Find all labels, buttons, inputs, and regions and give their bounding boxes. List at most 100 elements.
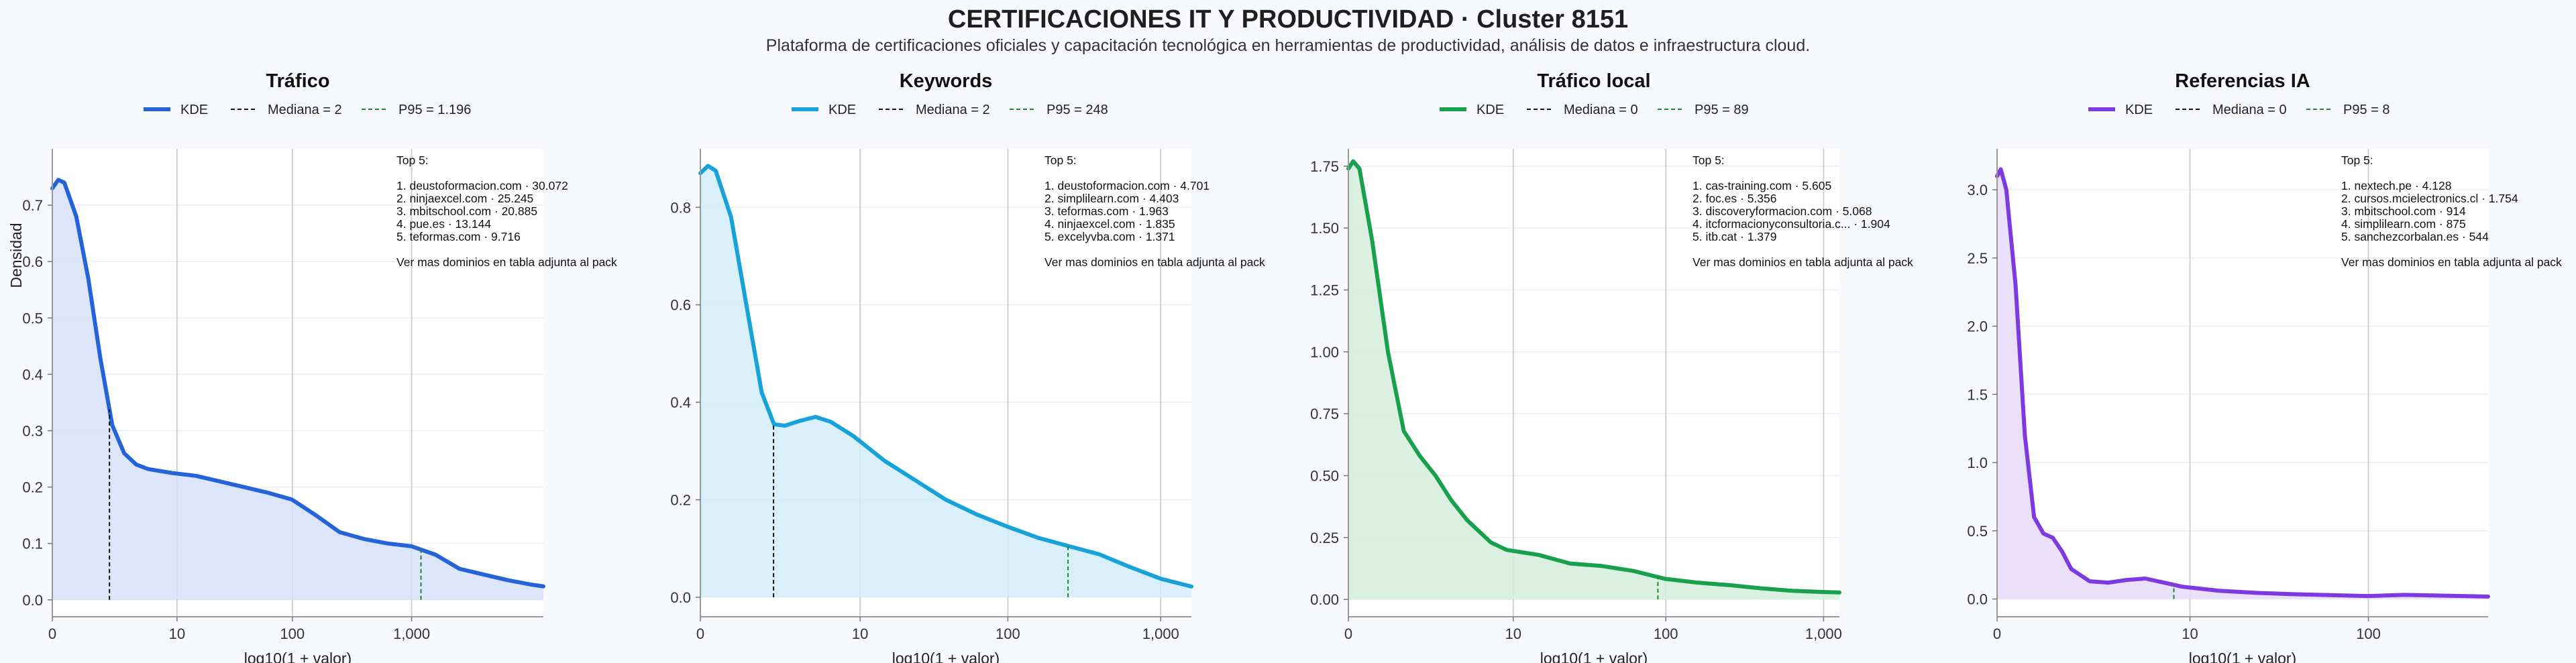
annotation-line: 5. excelyvba.com · 1.371 xyxy=(1044,230,1175,243)
y-tick-label: 0.2 xyxy=(670,492,691,509)
legend-median-label: Mediana = 0 xyxy=(1564,103,1638,117)
y-tick-label: 0.25 xyxy=(1310,530,1339,546)
kde-area xyxy=(52,180,543,600)
chart-panel-3: 0.00 0.25 0.50 0.75 1.00 1.25 1.50 1.75 0 10 100 1,… xyxy=(1310,70,1913,663)
chart-panel-4: 0.0 0.5 1.0 1.5 2.0 2.5 3.0 0 10 100 log10(1 + val… xyxy=(1967,70,2562,663)
y-tick-label: 0.3 xyxy=(22,422,43,439)
legend-p95-label: P95 = 1.196 xyxy=(398,103,471,117)
y-tick-label: 2.5 xyxy=(1967,250,1988,267)
y-tick-label: 0.0 xyxy=(22,592,43,609)
annotation-line: Top 5: xyxy=(1693,154,1725,167)
annotation-line: 1. deustoformacion.com · 30.072 xyxy=(396,179,568,192)
y-tick-label: 0.0 xyxy=(1967,591,1988,608)
annotation-line: Top 5: xyxy=(1044,154,1077,167)
y-tick-label: 1.00 xyxy=(1310,344,1339,361)
annotation-line: Ver mas dominios en tabla adjunta al pac… xyxy=(2341,255,2562,269)
y-tick-label: 0.6 xyxy=(670,297,691,314)
page-title: CERTIFICACIONES IT Y PRODUCTIVIDAD · Clu… xyxy=(947,5,1629,34)
x-axis-label: log10(1 + valor) xyxy=(2189,650,2296,663)
x-tick-label: 1,000 xyxy=(393,625,430,642)
annotation-line: 5. teformas.com · 9.716 xyxy=(396,230,521,243)
annotation-line: Top 5: xyxy=(2341,154,2373,167)
x-tick-label: 100 xyxy=(996,625,1020,642)
annotation-line: 5. sanchezcorbalan.es · 544 xyxy=(2341,230,2489,243)
chart-title: Tráfico local xyxy=(1537,70,1650,92)
y-tick-label: 0.50 xyxy=(1310,467,1339,484)
annotation-line: 5. itb.cat · 1.379 xyxy=(1693,230,1777,243)
y-tick-label: 0.2 xyxy=(22,479,43,496)
y-tick-label: 1.25 xyxy=(1310,282,1339,299)
legend-p95-label: P95 = 89 xyxy=(1695,103,1749,117)
y-tick-label: 2.0 xyxy=(1967,318,1988,335)
x-tick-label: 10 xyxy=(169,625,185,642)
x-tick-label: 0 xyxy=(48,625,56,642)
legend-median-label: Mediana = 2 xyxy=(916,103,990,117)
annotation-line: 3. mbitschool.com · 914 xyxy=(2341,204,2466,218)
y-tick-label: 0.4 xyxy=(670,394,691,411)
kde-line xyxy=(50,178,545,589)
annotation-line: 4. ninjaexcel.com · 1.835 xyxy=(1044,217,1175,231)
legend-kde-label: KDE xyxy=(828,103,856,117)
y-tick-label: 0.8 xyxy=(670,199,691,216)
x-tick-label: 100 xyxy=(280,625,305,642)
y-tick-label: 0.5 xyxy=(22,310,43,326)
y-tick-label: 1.0 xyxy=(1967,455,1988,471)
y-axis-label: Densidad xyxy=(7,223,25,288)
annotation-line: 4. pue.es · 13.144 xyxy=(396,217,491,231)
chart-title: Keywords xyxy=(900,70,993,92)
kde-line xyxy=(1346,159,1841,595)
kde-area xyxy=(1348,161,1839,600)
x-axis-label: log10(1 + valor) xyxy=(244,650,352,663)
annotation-line: 4. simplilearn.com · 875 xyxy=(2341,217,2466,231)
y-tick-label: 0.4 xyxy=(22,366,43,383)
annotation-line: Ver mas dominios en tabla adjunta al pac… xyxy=(1693,255,1913,269)
x-tick-label: 0 xyxy=(1344,625,1352,642)
kde-line xyxy=(698,164,1193,589)
legend-kde-label: KDE xyxy=(180,103,208,117)
chart-panel-1: 0.0 0.1 0.2 0.3 0.4 0.5 0.6 0.7 0 10 100 1,000 log10… xyxy=(7,70,617,663)
annotation-line: Top 5: xyxy=(396,154,429,167)
y-tick-label: 0.5 xyxy=(1967,523,1988,540)
annotation-line: 2. cursos.mcielectronics.cl · 1.754 xyxy=(2341,192,2518,205)
x-tick-label: 0 xyxy=(1993,625,2001,642)
plot-background xyxy=(1997,149,2488,617)
annotation-line: 2. simplilearn.com · 4.403 xyxy=(1044,192,1179,205)
x-tick-label: 1,000 xyxy=(1805,625,1842,642)
annotation-line: 3. teformas.com · 1.963 xyxy=(1044,204,1169,218)
annotation-line: 1. cas-training.com · 5.605 xyxy=(1693,179,1831,192)
chart-title: Referencias IA xyxy=(2175,70,2310,92)
legend-p95-label: P95 = 248 xyxy=(1046,103,1108,117)
legend-kde-label: KDE xyxy=(2125,103,2153,117)
legend-median-label: Mediana = 2 xyxy=(268,103,342,117)
x-tick-label: 0 xyxy=(696,625,704,642)
y-tick-label: 0.1 xyxy=(22,536,43,552)
x-tick-label: 100 xyxy=(1654,625,1678,642)
legend-p95-label: P95 = 8 xyxy=(2343,103,2390,117)
y-tick-label: 0.7 xyxy=(22,197,43,214)
annotation-line: 2. ninjaexcel.com · 25.245 xyxy=(396,192,533,205)
x-tick-label: 10 xyxy=(1505,625,1521,642)
chart-title: Tráfico xyxy=(266,70,329,92)
kde-area xyxy=(700,166,1191,597)
legend-median-label: Mediana = 0 xyxy=(2212,103,2287,117)
legend-kde-label: KDE xyxy=(1477,103,1504,117)
annotation-line: 2. foc.es · 5.356 xyxy=(1693,192,1777,205)
kde-area xyxy=(1997,169,2488,599)
x-tick-label: 10 xyxy=(2182,625,2198,642)
annotation-line: 1. nextech.pe · 4.128 xyxy=(2341,179,2451,192)
y-tick-label: 1.75 xyxy=(1310,158,1339,175)
y-tick-label: 1.5 xyxy=(1967,386,1988,403)
y-tick-label: 0.6 xyxy=(22,253,43,270)
y-tick-label: 0.00 xyxy=(1310,591,1339,608)
kde-line xyxy=(1995,167,2490,599)
y-tick-label: 1.50 xyxy=(1310,220,1339,237)
x-axis-label: log10(1 + valor) xyxy=(892,650,1000,663)
annotation-line: 3. mbitschool.com · 20.885 xyxy=(396,204,537,218)
y-tick-label: 0.0 xyxy=(670,589,691,606)
x-tick-label: 1,000 xyxy=(1142,625,1179,642)
y-tick-label: 0.75 xyxy=(1310,406,1339,422)
x-axis-label: log10(1 + valor) xyxy=(1540,650,1648,663)
annotation-line: Ver mas dominios en tabla adjunta al pac… xyxy=(396,255,617,269)
x-tick-label: 10 xyxy=(852,625,868,642)
